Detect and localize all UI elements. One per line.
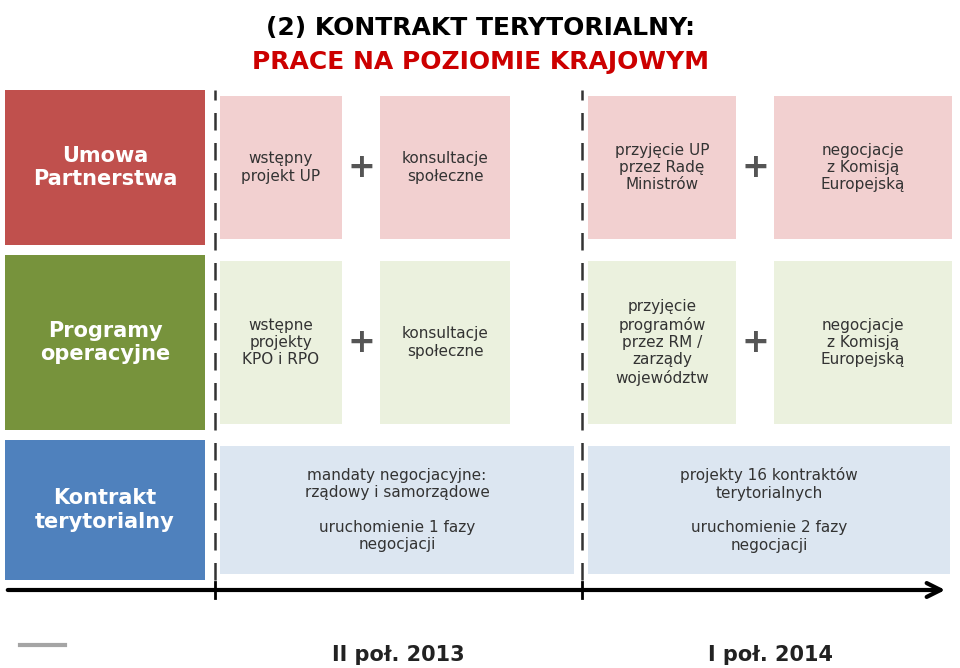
Bar [588, 446, 950, 574]
Text: +: + [741, 326, 769, 359]
Text: PRACE NA POZIOMIE KRAJOWYM: PRACE NA POZIOMIE KRAJOWYM [252, 50, 708, 74]
Bar [5, 90, 205, 245]
Bar [380, 261, 510, 424]
Text: negocjacje
z Komisją
Europejską: negocjacje z Komisją Europejską [821, 142, 905, 192]
Text: +: + [348, 151, 375, 184]
Text: konsultacje
społeczne: konsultacje społeczne [401, 151, 489, 184]
Text: projekty 16 kontraktów
terytorialnych

uruchomienie 2 fazy
negocjacji: projekty 16 kontraktów terytorialnych ur… [680, 467, 858, 553]
Text: Kontrakt
terytorialny: Kontrakt terytorialny [36, 488, 175, 532]
Text: przyjęcie
programów
przez RM /
zarządy
województw: przyjęcie programów przez RM / zarządy w… [615, 299, 708, 386]
Text: przyjęcie UP
przez Radę
Ministrów: przyjęcie UP przez Radę Ministrów [614, 142, 709, 192]
Text: negocjacje
z Komisją
Europejską: negocjacje z Komisją Europejską [821, 317, 905, 367]
Text: +: + [741, 151, 769, 184]
Bar [380, 96, 510, 239]
Bar [5, 255, 205, 430]
Text: wstępny
projekt UP: wstępny projekt UP [241, 151, 321, 184]
Bar [220, 261, 342, 424]
Bar [588, 96, 736, 239]
Text: mandaty negocjacyjne:
rządowy i samorządowe

uruchomienie 1 fazy
negocjacji: mandaty negocjacyjne: rządowy i samorząd… [304, 468, 490, 552]
Text: +: + [348, 326, 375, 359]
Bar [588, 261, 736, 424]
Text: II poł. 2013: II poł. 2013 [332, 645, 465, 665]
Bar [774, 261, 952, 424]
Text: Programy
operacyjne: Programy operacyjne [40, 321, 170, 364]
Bar [220, 446, 574, 574]
Text: Umowa
Partnerstwa: Umowa Partnerstwa [33, 146, 178, 189]
Text: konsultacje
społeczne: konsultacje społeczne [401, 326, 489, 359]
Text: wstępne
projekty
KPO i RPO: wstępne projekty KPO i RPO [243, 317, 320, 367]
Text: (2) KONTRAKT TERYTORIALNY:: (2) KONTRAKT TERYTORIALNY: [266, 16, 694, 40]
Text: I poł. 2014: I poł. 2014 [708, 645, 833, 665]
Bar [774, 96, 952, 239]
Bar [5, 440, 205, 580]
Bar [220, 96, 342, 239]
